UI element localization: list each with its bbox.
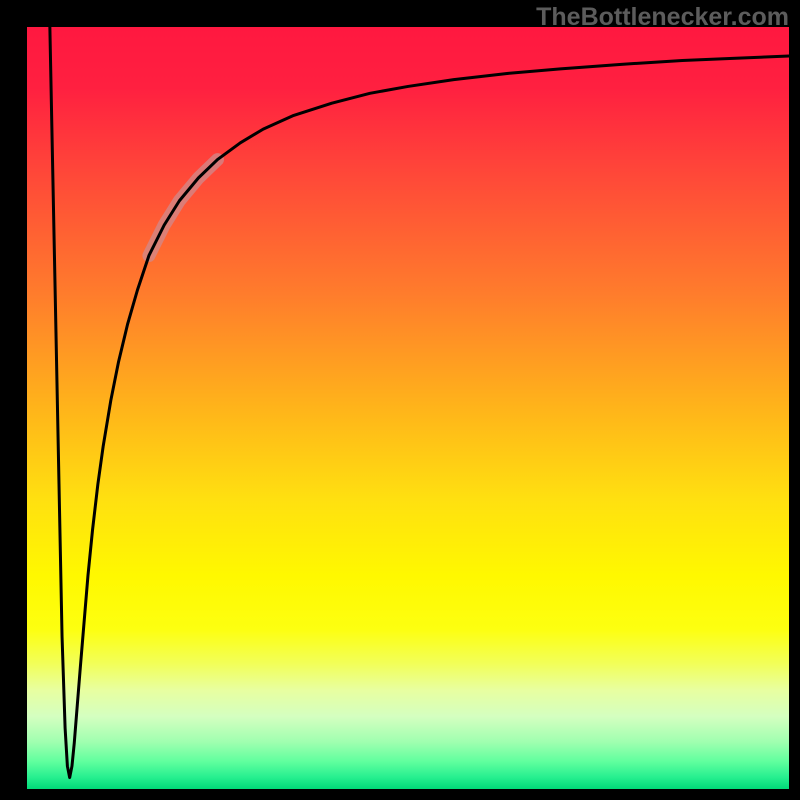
watermark-text: TheBottlenecker.com xyxy=(536,3,789,32)
plot-area xyxy=(27,27,789,789)
chart-svg xyxy=(27,27,789,789)
gradient-background xyxy=(27,27,789,789)
chart-container: TheBottlenecker.com xyxy=(0,0,800,800)
